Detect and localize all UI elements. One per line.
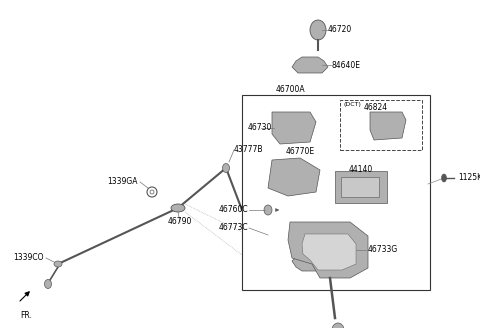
Polygon shape <box>272 112 316 144</box>
Polygon shape <box>370 112 406 140</box>
Polygon shape <box>288 222 368 278</box>
Text: 46733G: 46733G <box>368 245 398 255</box>
Ellipse shape <box>54 261 62 267</box>
Ellipse shape <box>310 20 326 40</box>
Text: 1125KJ: 1125KJ <box>458 174 480 182</box>
Bar <box>335 171 387 203</box>
Text: 46700A: 46700A <box>275 86 305 94</box>
Text: 46790: 46790 <box>168 217 192 226</box>
Ellipse shape <box>223 163 229 173</box>
Text: 46770E: 46770E <box>286 148 314 156</box>
Text: FR.: FR. <box>20 311 32 320</box>
Text: 43777B: 43777B <box>234 146 264 154</box>
Ellipse shape <box>332 323 344 328</box>
Bar <box>242 95 430 290</box>
Text: 44140: 44140 <box>349 165 373 174</box>
Text: 46730: 46730 <box>248 124 272 133</box>
Polygon shape <box>292 57 328 73</box>
Ellipse shape <box>171 204 185 212</box>
Bar <box>340 100 422 150</box>
Bar <box>341 177 379 197</box>
Text: (DCT): (DCT) <box>343 102 361 107</box>
Text: 46760C: 46760C <box>218 206 248 215</box>
Text: 46824: 46824 <box>364 104 388 113</box>
Ellipse shape <box>264 205 272 215</box>
Text: 1339CO: 1339CO <box>13 254 44 262</box>
Ellipse shape <box>442 174 446 182</box>
Text: 46773C: 46773C <box>218 223 248 233</box>
Polygon shape <box>268 158 320 196</box>
Ellipse shape <box>45 279 51 289</box>
Polygon shape <box>302 234 356 270</box>
Text: 1339GA: 1339GA <box>108 177 138 187</box>
Text: 84640E: 84640E <box>332 60 361 70</box>
Polygon shape <box>292 255 328 271</box>
Text: 46720: 46720 <box>328 26 352 34</box>
